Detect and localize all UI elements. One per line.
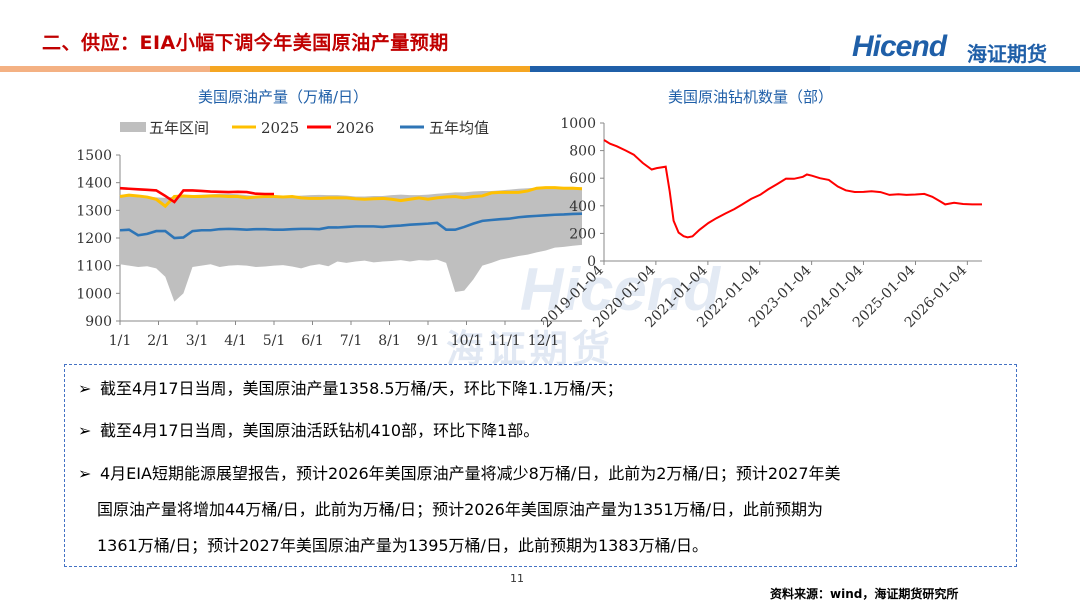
series-2026-line (119, 186, 274, 204)
y-tick-label: 1200 (76, 231, 112, 247)
source-note: 资料来源：wind，海证期货研究所 (770, 587, 959, 601)
x-tick-label: 10/1 (451, 333, 482, 349)
x-tick-label: 11/1 (489, 333, 520, 349)
x-tick-label: 3/1 (186, 333, 209, 349)
bullet-marker: ➢ (78, 421, 92, 440)
x-tick-label: 5/1 (263, 333, 286, 349)
bullet-marker: ➢ (78, 464, 92, 483)
watermark-logo: Hicend (520, 256, 721, 323)
legend-label: 2026 (336, 119, 374, 137)
x-tick-label: 8/1 (378, 333, 401, 349)
bullet-text: 国原油产量将增加44万桶/日，此前为万桶/日；预计2026年美国原油产量为135… (97, 500, 823, 519)
page-number: 11 (510, 572, 524, 585)
rig-count-line (603, 139, 982, 239)
legend-label: 五年均值 (429, 119, 489, 137)
bullet-text: 截至4月17日当周，美国原油产量1358.5万桶/天，环比下降1.1万桶/天； (100, 379, 623, 398)
x-tick-label: 1/1 (109, 333, 132, 349)
bullet-marker: ➢ (78, 379, 92, 398)
y-tick-label: 800 (569, 144, 596, 160)
chart2-title: 美国原油钻机数量（部） (668, 88, 834, 106)
y-tick-label: 1400 (76, 176, 112, 192)
y-tick-label: 1500 (76, 148, 112, 164)
x-tick-label: 12/1 (528, 333, 559, 349)
y-tick-label: 0 (587, 254, 596, 270)
y-tick-label: 1000 (76, 286, 112, 302)
x-tick-label: 6/1 (301, 333, 324, 349)
y-tick-label: 1100 (76, 259, 112, 275)
y-tick-label: 200 (569, 226, 596, 242)
legend-swatch-range (120, 122, 146, 132)
page-title: 二、供应：EIA小幅下调今年美国原油产量预期 (42, 32, 449, 54)
bullet-text: 截至4月17日当周，美国原油活跃钻机410部，环比下降1部。 (100, 421, 540, 440)
y-tick-label: 1300 (76, 203, 112, 219)
header-stripe (0, 66, 1080, 72)
production-chart: 五年区间 2025 2026 五年均值 900 1000 1100 1200 1300 1400 1… (76, 119, 583, 349)
legend-label: 五年区间 (149, 119, 209, 137)
y-tick-label: 400 (569, 199, 596, 215)
x-tick-label: 9/1 (417, 333, 440, 349)
x-tick-label: 4/1 (224, 333, 247, 349)
legend-label: 2025 (261, 119, 299, 137)
chart1-title: 美国原油产量（万桶/日） (198, 88, 369, 106)
watermark-text: 海证期货 (446, 327, 615, 371)
stripe-segment (830, 66, 1080, 72)
five-year-range-area (120, 186, 582, 302)
stripe-segment (0, 66, 210, 72)
series-2025-line (119, 186, 583, 209)
bullet-text: 4月EIA短期能源展望报告，预计2026年美国原油产量将减少8万桶/日，此前为2… (100, 464, 841, 483)
chart1-legend: 五年区间 2025 2026 五年均值 (120, 119, 489, 137)
stripe-segment (210, 66, 530, 72)
summary-box (64, 364, 1017, 567)
x-tick-label: 7/1 (340, 333, 363, 349)
y-tick-label: 1000 (560, 116, 596, 132)
rig-count-chart: 020040060080010002019-01-042020-01-04202… (538, 116, 982, 331)
series-five-year-avg-line (119, 212, 583, 240)
y-tick-label: 900 (85, 314, 112, 330)
x-tick-label: 2/1 (147, 333, 170, 349)
bullet-text: 1361万桶/日；预计2027年美国原油产量为1395万桶/日，此前预期为138… (97, 536, 709, 555)
y-tick-label: 600 (569, 171, 596, 187)
company-logo: Hicend (852, 30, 947, 63)
company-logo-cn: 海证期货 (967, 42, 1047, 66)
stripe-segment (530, 66, 830, 72)
